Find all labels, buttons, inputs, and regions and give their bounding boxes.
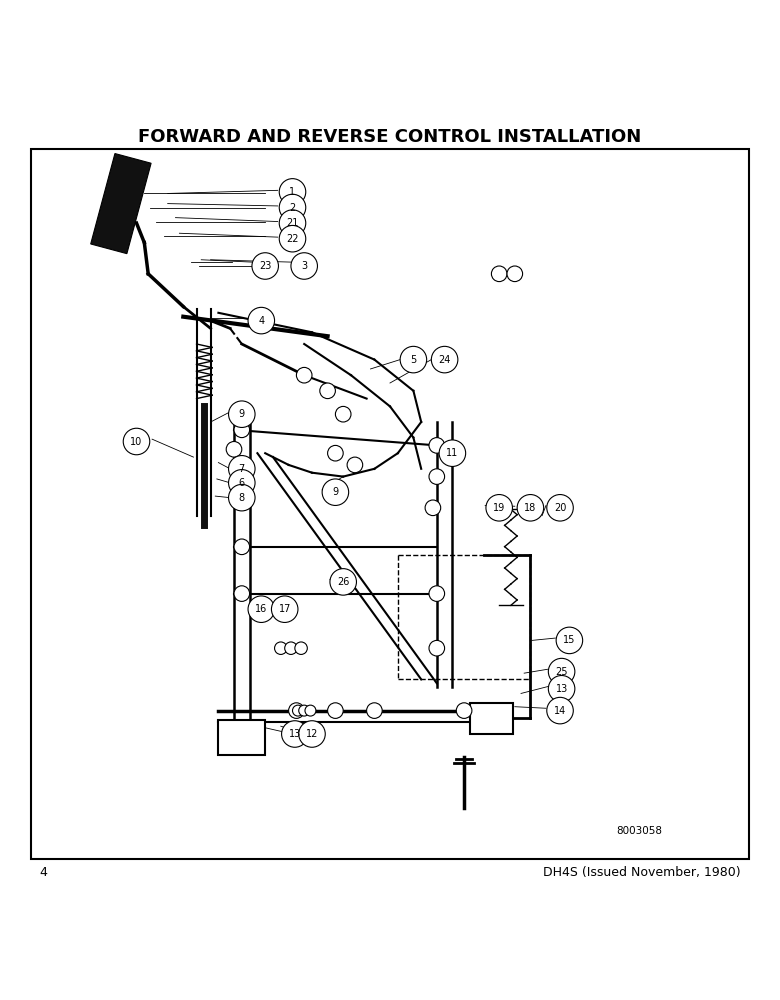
Circle shape (289, 703, 304, 718)
Text: 4: 4 (258, 316, 264, 326)
Circle shape (226, 442, 242, 457)
Circle shape (271, 596, 298, 622)
Text: 6: 6 (239, 478, 245, 488)
Circle shape (556, 627, 583, 654)
Text: 8003058: 8003058 (617, 826, 662, 836)
Text: 13: 13 (289, 729, 301, 739)
Text: 1: 1 (289, 187, 296, 197)
Circle shape (291, 253, 317, 279)
Text: DH4S (Issued November, 1980): DH4S (Issued November, 1980) (544, 866, 741, 879)
Circle shape (547, 697, 573, 724)
Circle shape (507, 266, 523, 282)
Text: 26: 26 (337, 577, 349, 587)
Circle shape (328, 445, 343, 461)
Circle shape (547, 495, 573, 521)
Circle shape (248, 596, 275, 622)
Text: 13: 13 (555, 684, 568, 694)
Circle shape (248, 307, 275, 334)
Circle shape (282, 721, 308, 747)
Text: 15: 15 (563, 635, 576, 645)
Circle shape (335, 406, 351, 422)
Text: FORWARD AND REVERSE CONTROL INSTALLATION: FORWARD AND REVERSE CONTROL INSTALLATION (138, 128, 642, 146)
Text: 16: 16 (255, 604, 268, 614)
Text: 25: 25 (555, 667, 568, 677)
Circle shape (548, 658, 575, 685)
Circle shape (425, 500, 441, 516)
Circle shape (275, 642, 287, 654)
Text: 19: 19 (493, 503, 505, 513)
Circle shape (347, 457, 363, 473)
Bar (90, 154, 151, 254)
Circle shape (429, 469, 445, 484)
Circle shape (328, 703, 343, 718)
Text: 14: 14 (554, 706, 566, 716)
Circle shape (234, 539, 250, 555)
Circle shape (123, 428, 150, 455)
Text: 21: 21 (286, 218, 299, 228)
Circle shape (279, 210, 306, 236)
Bar (218, 720, 265, 755)
Circle shape (229, 484, 255, 511)
Circle shape (320, 383, 335, 399)
Circle shape (429, 640, 445, 656)
Circle shape (299, 705, 310, 716)
Text: 8: 8 (239, 493, 245, 503)
Circle shape (229, 470, 255, 496)
Circle shape (305, 705, 316, 716)
Text: 17: 17 (278, 604, 291, 614)
Text: 4: 4 (39, 866, 47, 879)
Circle shape (439, 440, 466, 466)
Circle shape (431, 346, 458, 373)
Bar (470, 703, 513, 734)
Circle shape (330, 569, 356, 595)
Circle shape (367, 703, 382, 718)
Circle shape (296, 367, 312, 383)
Text: 22: 22 (286, 234, 299, 244)
Circle shape (486, 495, 512, 521)
Circle shape (548, 676, 575, 702)
Circle shape (322, 479, 349, 505)
Circle shape (517, 495, 544, 521)
Text: 2: 2 (289, 203, 296, 213)
Circle shape (456, 703, 472, 718)
Circle shape (234, 586, 250, 601)
Circle shape (279, 225, 306, 252)
Text: 3: 3 (301, 261, 307, 271)
Circle shape (279, 194, 306, 221)
Circle shape (229, 456, 255, 482)
Circle shape (234, 422, 250, 438)
Circle shape (279, 179, 306, 205)
Text: 18: 18 (524, 503, 537, 513)
Text: 24: 24 (438, 355, 451, 365)
Text: 20: 20 (554, 503, 566, 513)
Text: 9: 9 (332, 487, 339, 497)
Text: 9: 9 (239, 409, 245, 419)
Circle shape (429, 586, 445, 601)
Circle shape (295, 642, 307, 654)
Text: 12: 12 (306, 729, 318, 739)
Circle shape (400, 346, 427, 373)
Circle shape (292, 705, 303, 716)
Circle shape (299, 721, 325, 747)
Circle shape (229, 401, 255, 427)
Circle shape (252, 253, 278, 279)
Text: 5: 5 (410, 355, 417, 365)
Circle shape (285, 642, 297, 654)
Circle shape (429, 438, 445, 453)
Circle shape (491, 266, 507, 282)
Text: 23: 23 (259, 261, 271, 271)
Text: 11: 11 (446, 448, 459, 458)
Text: 10: 10 (130, 437, 143, 447)
Text: 7: 7 (239, 464, 245, 474)
